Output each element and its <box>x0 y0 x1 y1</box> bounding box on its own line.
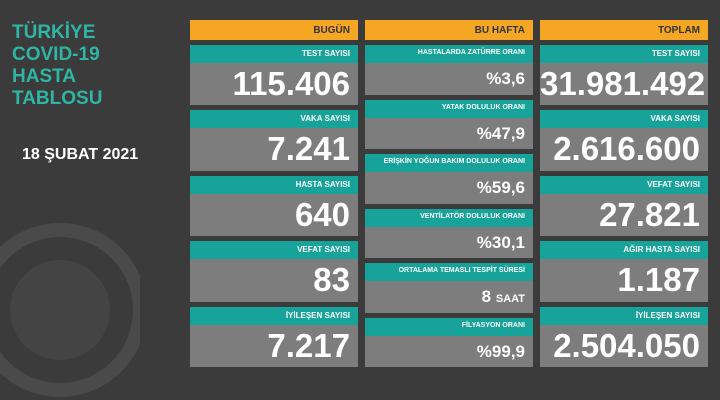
row-label: VENTİLATÖR DOLULUK ORANI <box>365 208 533 227</box>
value-box: %3,6 <box>365 63 533 95</box>
value: 1.187 <box>617 261 700 299</box>
date: 18 ŞUBAT 2021 <box>22 146 139 163</box>
title-line: HASTA <box>12 66 77 87</box>
value-box: 1.187 <box>540 259 708 302</box>
row-label: VEFAT SAYISI <box>540 175 708 194</box>
value-box: 115.406 <box>190 63 358 106</box>
row-label: İYİLEŞEN SAYISI <box>540 306 708 325</box>
row-label: VAKA SAYISI <box>190 110 358 129</box>
value: 31.981.492 <box>540 65 706 102</box>
value-box: 640 <box>190 193 358 237</box>
column-header: BU HAFTA <box>365 20 533 40</box>
row-label: HASTA SAYISI <box>190 175 358 194</box>
value-box: %99,9 <box>365 335 533 367</box>
value: 640 <box>294 195 350 233</box>
row-label: HASTALARDA ZATÜRRE ORANI <box>365 45 533 63</box>
row-label: AĞIR HASTA SAYISI <box>540 241 708 260</box>
title-line: COVID-19 <box>12 44 100 65</box>
value: %30,1 <box>476 232 525 252</box>
value-box: %30,1 <box>365 226 533 258</box>
title: TÜRKİYE COVID-19 HASTA TABLOSU <box>12 22 102 110</box>
value-box: 31.981.492 <box>540 63 708 106</box>
value: 2.616.600 <box>553 130 700 168</box>
value: 8 <box>481 287 492 306</box>
row-label: VAKA SAYISI <box>540 110 708 129</box>
column-header: BUGÜN <box>190 20 358 40</box>
value: 83 <box>313 261 350 299</box>
value: %47,9 <box>476 123 525 143</box>
value-box: 7.241 <box>190 128 358 171</box>
value-unit: SAAT <box>495 293 525 305</box>
value-box: %59,6 <box>365 172 533 204</box>
value: 7.241 <box>267 130 350 168</box>
value-box: 27.821 <box>540 193 708 237</box>
value-box: 2.616.600 <box>540 128 708 171</box>
value: %3,6 <box>486 69 525 88</box>
row-label: VEFAT SAYISI <box>190 241 358 260</box>
value: %99,9 <box>476 341 525 361</box>
value-box: 2.504.050 <box>540 324 708 367</box>
value-box: 8 SAAT <box>365 281 533 313</box>
value: %59,6 <box>476 178 525 197</box>
row-label: İYİLEŞEN SAYISI <box>190 306 358 325</box>
row-label: FİLYASYON ORANI <box>365 317 533 336</box>
title-line: TÜRKİYE <box>12 22 96 43</box>
row-label: ERİŞKİN YOĞUN BAKIM DOLULUK ORANI <box>365 154 533 172</box>
title-line: TABLOSU <box>12 88 103 109</box>
value: 115.406 <box>232 65 350 102</box>
value-box: 7.217 <box>190 324 358 367</box>
column-header: TOPLAM <box>540 20 708 40</box>
row-label: TEST SAYISI <box>190 45 358 63</box>
row-label: ORTALAMA TEMASLI TESPİT SÜRESİ <box>365 263 533 281</box>
value: 27.821 <box>599 195 700 233</box>
value: 7.217 <box>267 326 350 364</box>
emblem <box>0 223 140 397</box>
value: 2.504.050 <box>553 326 700 364</box>
value-box: %47,9 <box>365 117 533 149</box>
value-box: 83 <box>190 259 358 302</box>
row-label: TEST SAYISI <box>540 45 708 63</box>
row-label: YATAK DOLULUK ORANI <box>365 99 533 118</box>
